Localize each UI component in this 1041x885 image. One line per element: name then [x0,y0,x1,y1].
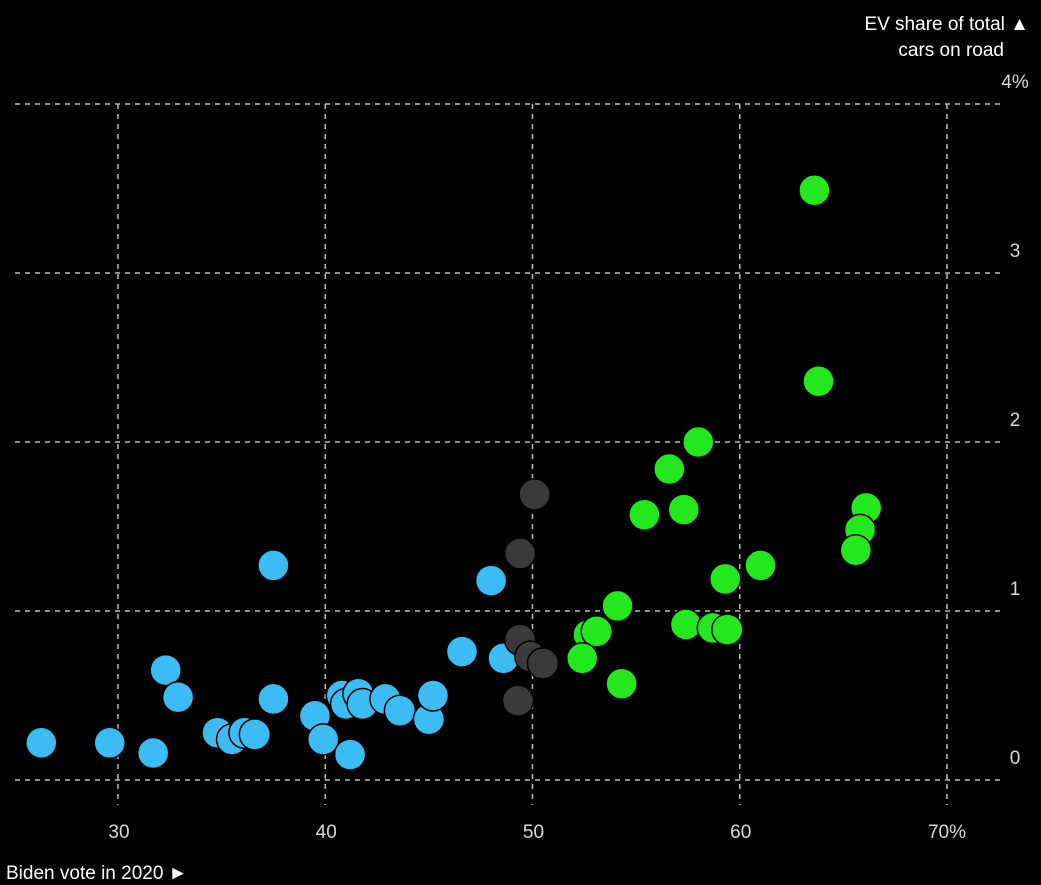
y-tick-label: 4% [1001,72,1029,93]
data-point-green [605,667,638,700]
data-point-blue [474,564,508,597]
data-point-green [667,493,701,526]
data-point-green [708,562,742,596]
data-point-green [565,642,599,675]
y-tick-label: 0 [1010,748,1021,769]
data-point-blue [306,723,340,756]
y-tick-label: 1 [1010,579,1021,600]
data-point-green [653,452,686,486]
point-layer [25,173,883,771]
data-point-green [601,589,634,623]
data-point-green [839,533,873,567]
x-tick-label: 40 [316,822,337,843]
data-point-gray [501,684,535,717]
data-point-blue [257,549,290,582]
y-axis-title-line-1: EV share of total ▲ [864,14,1029,35]
data-point-blue [149,653,182,687]
y-tick-label: 3 [1010,241,1021,262]
data-point-blue [238,718,272,751]
x-axis-title: Biden vote in 2020 ► [6,863,187,884]
data-point-blue [257,682,290,716]
axis-titles: EV share of total ▲ cars on road Biden v… [6,14,1029,884]
data-point-blue [445,635,479,668]
data-point-gray [518,478,551,511]
y-tick-label: 2 [1010,410,1021,431]
grid-layer [15,103,1000,805]
x-tick-label: 70% [928,822,966,843]
x-tick-label: 50 [523,822,544,843]
data-point-green [669,608,703,641]
data-point-blue [161,680,195,714]
data-point-blue [136,736,170,770]
x-tick-label: 60 [730,822,751,843]
tick-layer: 0 1 2 3 4% 30 40 50 60 70% [108,72,1028,843]
y-axis-title-line-2: cars on road [898,40,1004,61]
data-point-green [744,549,777,582]
data-point-blue [333,738,367,771]
data-point-gray [526,647,560,680]
data-point-blue [25,726,58,760]
data-point-green [628,498,661,531]
data-point-blue [93,726,126,760]
data-point-green [580,615,613,648]
data-point-gray [503,537,537,570]
data-point-blue [383,694,417,727]
data-point-green [802,364,835,398]
data-point-blue [416,679,450,712]
data-point-green [682,425,715,459]
x-tick-label: 30 [108,822,129,843]
data-point-green [711,613,744,646]
data-point-green [798,173,831,207]
